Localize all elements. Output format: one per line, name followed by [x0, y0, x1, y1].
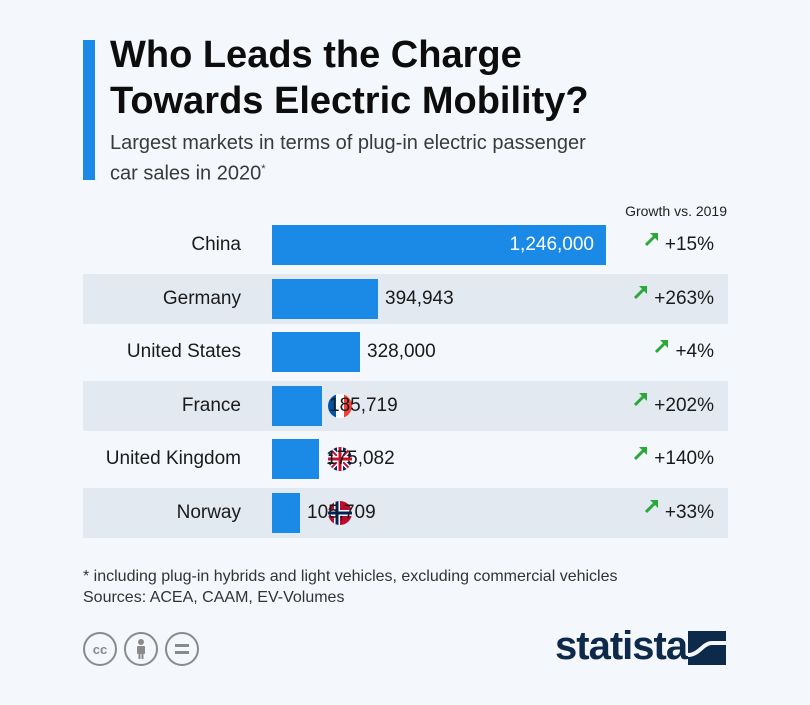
- creative-commons-icon[interactable]: cc: [83, 632, 117, 666]
- value-label: 394,943: [385, 287, 454, 309]
- value-label: 175,082: [326, 448, 395, 469]
- statista-mark-icon: [688, 631, 726, 665]
- country-label: China: [191, 234, 241, 255]
- sources-text: Sources: ACEA, CAAM, EV-Volumes: [83, 589, 345, 606]
- bar: [272, 278, 378, 319]
- chart-row: Norway 105,709 +33%: [83, 487, 728, 538]
- up-arrow-icon: [632, 432, 650, 482]
- bar: [272, 439, 319, 479]
- value-label: 105,709: [307, 501, 376, 523]
- value-label: 185,719: [329, 394, 398, 416]
- country-label: United States: [126, 341, 241, 362]
- value-label: 328,000: [367, 341, 436, 362]
- bar: [272, 332, 360, 372]
- bar: [272, 492, 300, 533]
- chart-row: China 1,246,000 +15%: [83, 220, 728, 270]
- up-arrow-icon: [632, 271, 650, 321]
- country-label: France: [181, 394, 241, 416]
- growth-label: +140%: [632, 434, 714, 484]
- chart-row: France 185,719 +202%: [83, 380, 728, 431]
- chart-title-line-1: Who Leads the Charge: [110, 34, 522, 76]
- chart-subtitle: Largest markets in terms of plug-in elec…: [110, 130, 710, 187]
- up-arrow-icon: [643, 485, 661, 535]
- up-arrow-icon: [643, 218, 661, 268]
- growth-value: +33%: [664, 501, 714, 523]
- country-label: Germany: [162, 287, 241, 309]
- growth-value: +15%: [664, 234, 714, 255]
- france-flag-icon: [328, 393, 352, 418]
- growth-column-header: Growth vs. 2019: [625, 203, 727, 219]
- country-label: United Kingdom: [105, 448, 241, 469]
- brand-wordmark: statista: [555, 624, 688, 668]
- chart-subtitle-line-2: car sales in 2020: [110, 162, 262, 185]
- svg-text:cc: cc: [93, 642, 107, 657]
- growth-value: +140%: [654, 448, 714, 469]
- chart-row: United Kingdom 175,082 +140%: [83, 434, 728, 484]
- footnote-block: * including plug-in hybrids and light ve…: [83, 566, 618, 608]
- growth-label: +15%: [643, 220, 714, 270]
- country-label: Norway: [176, 501, 241, 523]
- value-label: 1,246,000: [509, 234, 594, 255]
- bar: [272, 225, 606, 265]
- chart-title-line-2: Towards Electric Mobility?: [110, 80, 589, 122]
- growth-value: +202%: [654, 394, 714, 416]
- growth-label: +33%: [643, 488, 714, 538]
- chart-row: United States 328,000 +4%: [83, 327, 728, 377]
- footnote-text: * including plug-in hybrids and light ve…: [83, 568, 618, 585]
- up-arrow-icon: [653, 325, 671, 375]
- attribution-icon[interactable]: [124, 632, 158, 666]
- chart-subtitle-line-1: Largest markets in terms of plug-in elec…: [110, 132, 586, 154]
- growth-value: +263%: [654, 287, 714, 309]
- up-arrow-icon: [632, 378, 650, 428]
- chart-title: Who Leads the Charge Towards Electric Mo…: [110, 32, 589, 124]
- chart-row: Germany 394,943 +263%: [83, 273, 728, 324]
- subtitle-footnote-marker: *: [261, 163, 266, 175]
- growth-value: +4%: [675, 341, 714, 362]
- no-derivatives-icon[interactable]: [165, 632, 199, 666]
- bar: [272, 385, 322, 426]
- growth-label: +202%: [632, 381, 714, 431]
- norway-flag-icon: [328, 500, 352, 525]
- growth-label: +263%: [632, 274, 714, 324]
- growth-label: +4%: [653, 327, 714, 377]
- title-accent-bar: [83, 40, 95, 180]
